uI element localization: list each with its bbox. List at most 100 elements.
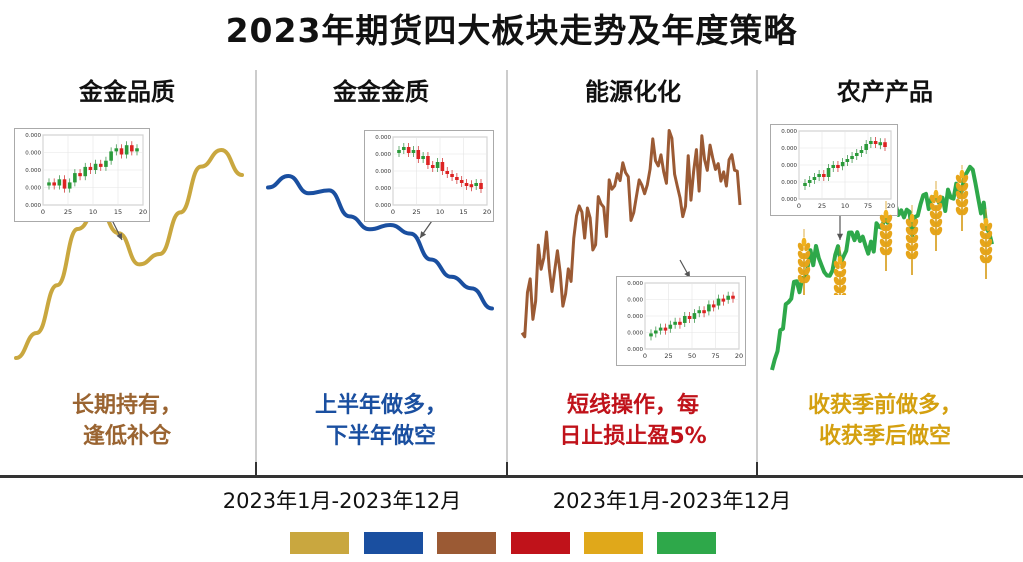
candle-body bbox=[421, 156, 425, 159]
panel-title: 农产产品 bbox=[837, 78, 933, 106]
strategy-line-1: 上半年做多， bbox=[314, 393, 447, 418]
x-tick-label: 20 bbox=[735, 352, 743, 360]
candle-body bbox=[721, 298, 726, 302]
y-tick-label: 0.000 bbox=[781, 180, 797, 186]
y-tick-label: 0.000 bbox=[627, 331, 643, 337]
y-tick-label: 0.000 bbox=[781, 197, 797, 203]
candle-body bbox=[822, 174, 826, 177]
y-tick-label: 0.000 bbox=[375, 135, 391, 141]
candle-body bbox=[464, 183, 469, 186]
candle-body bbox=[397, 150, 401, 153]
candle-body bbox=[803, 183, 807, 186]
candle-body bbox=[104, 160, 108, 167]
candle-body bbox=[114, 148, 119, 152]
legend-swatch-blue bbox=[364, 532, 423, 554]
candle-body bbox=[836, 165, 840, 168]
wheat-icon bbox=[929, 181, 943, 251]
x-tick-label: 20 bbox=[139, 208, 147, 216]
timeline-axis bbox=[0, 475, 1023, 478]
candle-body bbox=[831, 165, 836, 168]
candle-body bbox=[435, 162, 440, 168]
y-tick-label: 0.000 bbox=[781, 163, 797, 169]
x-tick-label: 75 bbox=[864, 202, 872, 210]
candle-body bbox=[682, 316, 687, 323]
wheat-icons bbox=[797, 165, 993, 295]
candle-body bbox=[455, 177, 459, 180]
candle-body bbox=[663, 327, 668, 331]
candle-body bbox=[78, 173, 82, 177]
candle-body bbox=[135, 148, 139, 152]
candle-body bbox=[658, 327, 663, 331]
trend-curve bbox=[14, 147, 244, 360]
candle-body bbox=[649, 333, 653, 337]
wheat-icon bbox=[905, 205, 919, 275]
candle-body bbox=[692, 313, 697, 319]
strategy-line-2: 收获季后做空 bbox=[818, 424, 951, 449]
legend-swatch-yellow bbox=[584, 532, 643, 554]
trend-line bbox=[520, 128, 742, 339]
candle-body bbox=[687, 316, 692, 319]
candle-body bbox=[406, 147, 411, 153]
x-tick-label: 10 bbox=[89, 208, 97, 216]
candle-body bbox=[873, 141, 878, 144]
candle-body bbox=[474, 183, 478, 186]
date-range-label: 2023年1月-2023年12月 bbox=[552, 489, 792, 513]
strategy-text: 收获季前做多， 收获季后做空 bbox=[760, 390, 1010, 452]
x-tick-label: 0 bbox=[41, 208, 45, 216]
candle-body bbox=[817, 174, 821, 177]
strategy-text: 上半年做多， 下半年做空 bbox=[256, 390, 506, 452]
x-tick-label: 25 bbox=[664, 352, 672, 360]
candle-body bbox=[845, 159, 850, 162]
x-tick-label: 10 bbox=[841, 202, 849, 210]
candle-body bbox=[673, 321, 677, 325]
candle-body bbox=[731, 295, 735, 299]
x-tick-label: 10 bbox=[436, 208, 444, 216]
page-title: 2023年期货四大板块走势及年度策略 bbox=[225, 11, 798, 50]
x-tick-label: 25 bbox=[412, 208, 420, 216]
y-tick-label: 0.000 bbox=[627, 347, 643, 353]
y-tick-label: 0.000 bbox=[25, 186, 41, 192]
candle-body bbox=[93, 163, 98, 170]
candle-body bbox=[445, 171, 450, 174]
candle-body bbox=[807, 180, 812, 183]
x-tick-label: 25 bbox=[64, 208, 72, 216]
y-tick-label: 0.000 bbox=[781, 146, 797, 152]
x-tick-label: 50 bbox=[688, 352, 696, 360]
candle-body bbox=[707, 304, 711, 312]
date-range-label: 2023年1月-2023年12月 bbox=[222, 489, 462, 513]
candle-body bbox=[402, 147, 406, 150]
panel-title: 金金金质 bbox=[333, 78, 429, 106]
y-tick-label: 0.000 bbox=[627, 281, 643, 287]
trend-line bbox=[14, 147, 244, 360]
candle-body bbox=[119, 148, 124, 155]
candle-body bbox=[98, 163, 103, 167]
legend-swatch-red bbox=[511, 532, 570, 554]
arrow-head bbox=[116, 233, 122, 240]
strategy-line-1: 收获季前做多， bbox=[807, 393, 962, 418]
strategy-line-2: 逢低补仓 bbox=[82, 424, 171, 449]
arrow-head bbox=[420, 231, 427, 238]
wheat-icon bbox=[979, 209, 993, 279]
strategy-line-2: 下半年做空 bbox=[325, 424, 436, 449]
candle-body bbox=[697, 310, 702, 314]
candle-body bbox=[73, 173, 77, 183]
y-tick-label: 0.000 bbox=[25, 203, 41, 209]
y-tick-label: 0.000 bbox=[781, 129, 797, 135]
panel-divider bbox=[756, 70, 758, 472]
candle-body bbox=[678, 321, 682, 325]
candle-body bbox=[826, 168, 831, 177]
timeline-tick bbox=[506, 462, 508, 476]
candle-body bbox=[130, 145, 134, 152]
strategy-text: 短线操作，每 日止损止盈5% bbox=[508, 390, 758, 452]
candle-body bbox=[840, 162, 845, 167]
y-tick-label: 0.000 bbox=[25, 168, 41, 174]
candle-body bbox=[716, 298, 721, 306]
candle-body bbox=[430, 165, 435, 168]
y-tick-label: 0.000 bbox=[375, 169, 391, 175]
strategy-line-1: 长期持有， bbox=[71, 393, 182, 418]
candle-body bbox=[850, 156, 854, 159]
x-tick-label: 0 bbox=[391, 208, 395, 216]
